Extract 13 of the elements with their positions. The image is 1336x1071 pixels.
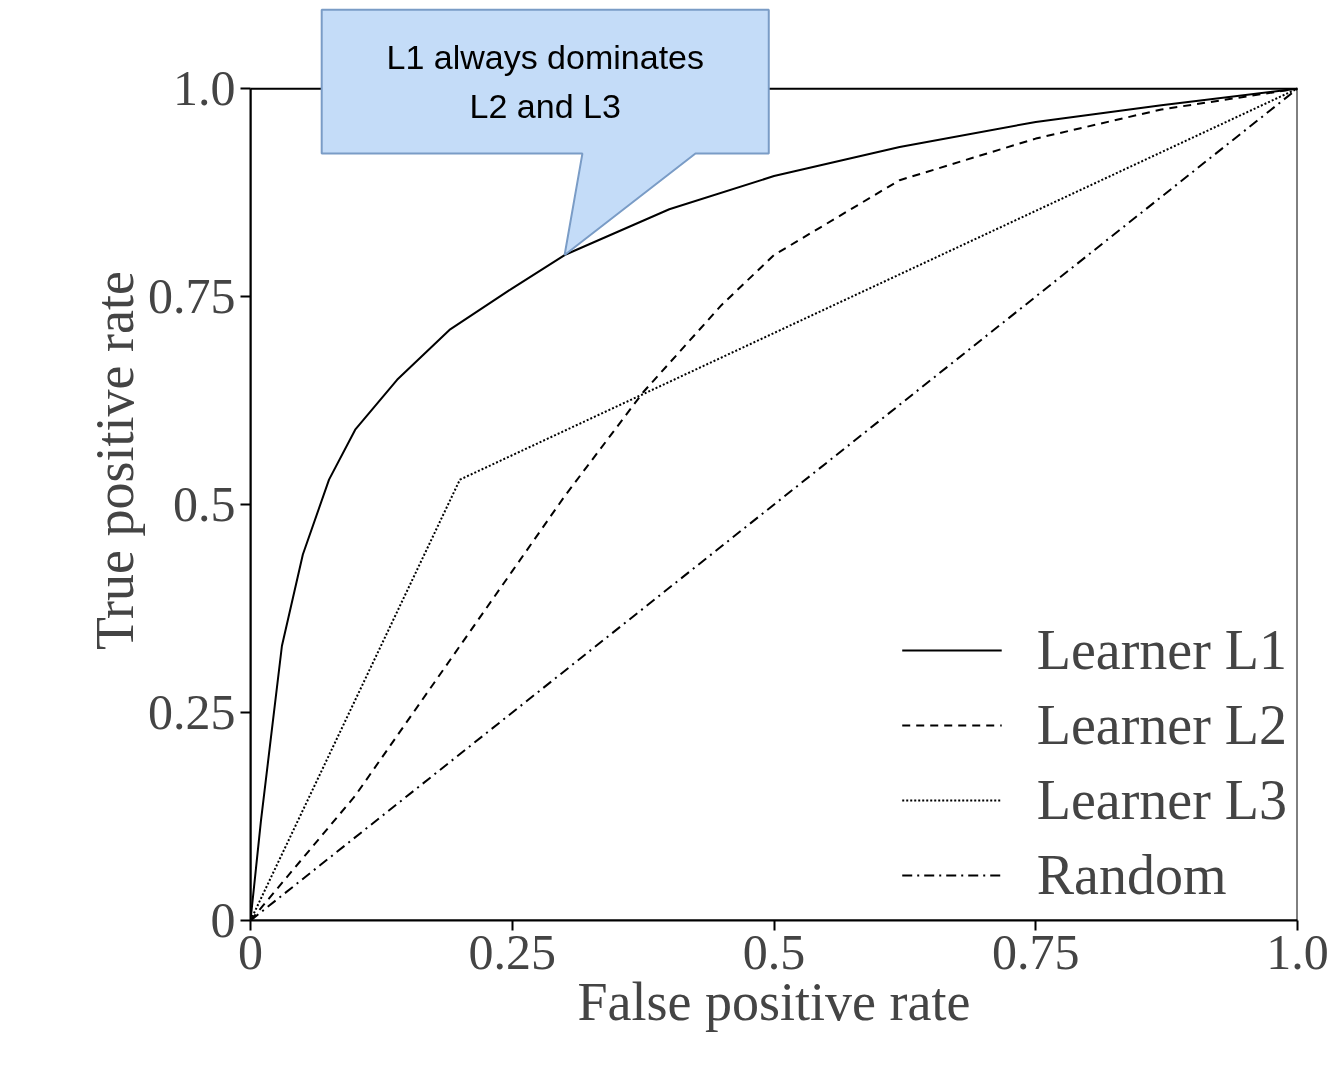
y-tick-label: 0.25 [148,684,236,741]
legend-label: Random [1036,843,1227,908]
legend-label: Learner L3 [1036,768,1287,833]
x-tick-label: 0.75 [992,923,1080,980]
y-tick-label: 1.0 [173,60,236,117]
legend-label: Learner L1 [1036,618,1287,683]
x-tick-label: 0.25 [468,923,556,980]
y-tick-label: 0.75 [148,268,236,325]
y-axis-title: True positive rate [85,271,145,650]
annotation: L1 always dominates L2 and L3 [386,37,704,126]
y-tick-label: 0.5 [173,476,236,533]
legend-label: Learner L2 [1036,693,1287,758]
x-tick-label: 1.0 [1266,923,1329,980]
